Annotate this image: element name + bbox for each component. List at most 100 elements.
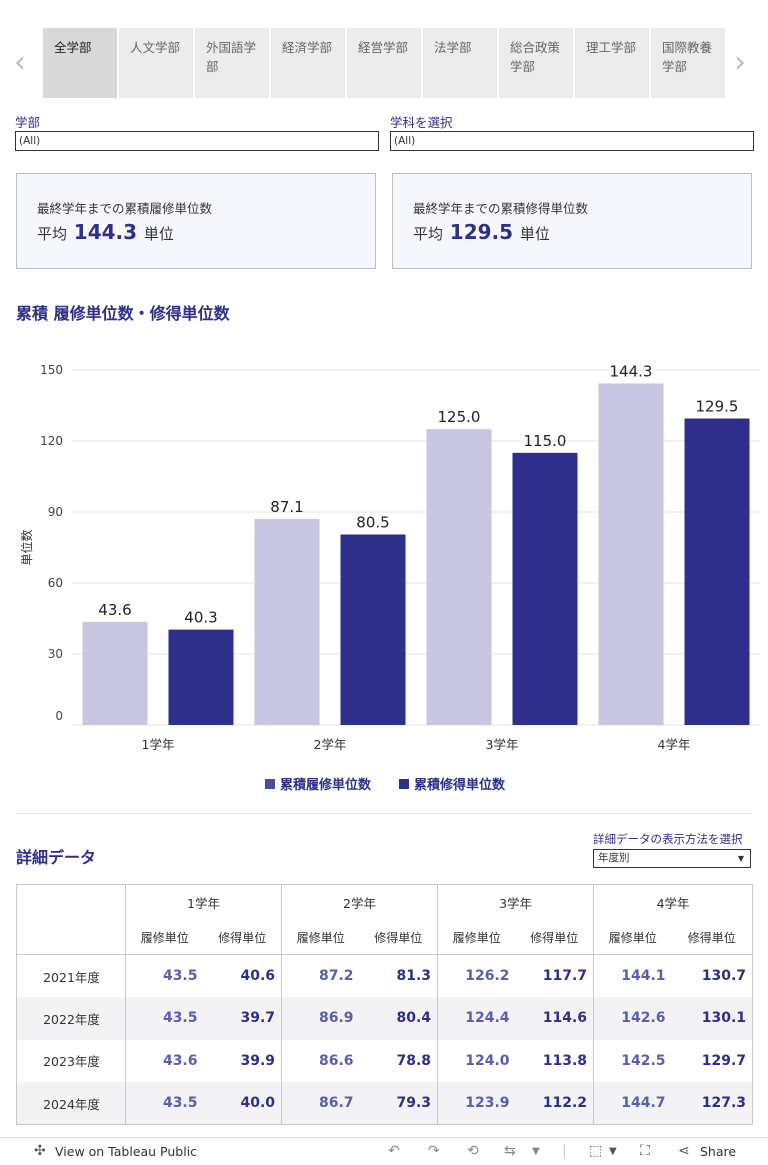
share-icon[interactable]: ⋖	[678, 1143, 690, 1159]
redo-icon[interactable]: ↷	[428, 1143, 440, 1159]
cell-value: 78.8	[396, 1052, 432, 1069]
view-mode-select[interactable]: 年度別 ▼	[593, 849, 751, 868]
chevron-right-icon[interactable]: ›	[734, 45, 746, 80]
tab-business[interactable]: 経営学部	[347, 28, 421, 98]
tab-foreign-languages[interactable]: 外国語学部	[195, 28, 269, 98]
bar-chart: 0 30 60 90 120 150 単位数 43.6 40.3 1学年 87.1 80.5 2学年 12…	[19, 362, 760, 752]
view-on-tableau-link[interactable]: View on Tableau Public	[55, 1144, 198, 1159]
chevron-down-icon[interactable]: ▼	[609, 1146, 617, 1157]
faculty-filter-label: 学部	[15, 115, 41, 130]
kpi-value-line: 平均 129.5 単位	[413, 220, 550, 244]
cell-value: 144.7	[593, 1082, 672, 1125]
section-divider	[16, 813, 752, 814]
cell-value: 86.9	[281, 997, 360, 1040]
cell-value: 39.7	[203, 997, 282, 1040]
bar	[512, 452, 578, 725]
kpi-card-earned: 最終学年までの累積修得単位数 平均 129.5 単位	[392, 173, 752, 269]
tableau-toolbar: ✣ View on Tableau Public ↶ ↷ ⟲ ⇆ ▼ | ⬚ ▼…	[0, 1137, 768, 1165]
bar	[254, 518, 320, 725]
table-row: 2024年度 43.5 40.0 86.7 79.3 123.9 112.2 1…	[16, 1082, 753, 1125]
bar	[168, 629, 234, 725]
cell-value: 43.5	[125, 1082, 204, 1125]
cell-value: 113.8	[542, 1052, 588, 1069]
y-axis-title: 単位数	[19, 529, 34, 565]
x-tick-label: 3学年	[486, 737, 519, 752]
cell-value: 112.2	[515, 1082, 594, 1125]
cell-value: 124.4	[437, 997, 516, 1040]
x-tick-label: 1学年	[142, 737, 175, 752]
kpi-unit: 単位	[519, 225, 550, 243]
kpi-value-line: 平均 144.3 単位	[37, 220, 174, 244]
view-mode-label: 詳細データの表示方法を選択	[593, 832, 743, 846]
subheader-earned: 修得単位	[218, 930, 267, 945]
table-row: 2021年度 43.5 40.6 87.2 81.3 126.2 117.7 1…	[16, 954, 753, 997]
cell-value: 130.1	[671, 997, 753, 1040]
bar-value-label: 87.1	[270, 498, 303, 516]
tableau-logo-icon: ✣	[34, 1143, 46, 1159]
bar-value-label: 129.5	[696, 398, 739, 416]
cell-value: 40.0	[203, 1082, 282, 1125]
kpi-card-registered: 最終学年までの累積履修単位数 平均 144.3 単位	[16, 173, 376, 269]
cell-value: 39.9	[240, 1052, 276, 1069]
cell-value: 124.0	[437, 1039, 516, 1082]
legend-swatch	[265, 779, 275, 789]
department-filter-label: 学科を選択	[390, 115, 453, 130]
kpi-unit: 単位	[143, 225, 174, 243]
legend-item-earned[interactable]: 累積修得単位数	[399, 774, 505, 793]
cell-value: 142.5	[593, 1039, 672, 1082]
revert-icon[interactable]: ⟲	[467, 1143, 479, 1159]
cell-value: 142.6	[593, 997, 672, 1040]
subheader-registered: 履修単位	[437, 920, 516, 955]
year-header-blank	[17, 885, 126, 921]
subheader-earned: 修得単位	[530, 930, 579, 945]
table-row: 2022年度 43.5 39.7 86.9 80.4 124.4 114.6 1…	[16, 997, 753, 1040]
refresh-icon[interactable]: ⇆	[504, 1143, 516, 1159]
subheader-earned: 修得単位	[374, 930, 423, 945]
bar	[82, 621, 148, 725]
subheader-blank	[17, 921, 126, 955]
chevron-left-icon[interactable]: ‹	[14, 45, 26, 80]
faculty-filter-select[interactable]: (All)	[15, 131, 379, 151]
cell-value: 86.7	[281, 1082, 360, 1125]
cell-value: 43.6	[125, 1039, 204, 1082]
tab-science-engineering[interactable]: 理工学部	[575, 28, 649, 98]
bar	[684, 418, 750, 725]
chevron-down-icon[interactable]: ▼	[532, 1146, 540, 1157]
kpi-prefix: 平均	[37, 225, 68, 243]
kpi-value: 129.5	[449, 220, 514, 244]
bar-value-label: 125.0	[438, 408, 481, 426]
row-year: 2023年度	[16, 1039, 126, 1082]
cell-value: 130.7	[701, 968, 747, 984]
fullscreen-icon[interactable]: ⛶	[640, 1143, 650, 1159]
subheader-earned: 修得単位	[687, 930, 736, 945]
tab-liberal-arts[interactable]: 国際教養学部	[651, 28, 725, 98]
download-icon[interactable]: ⬚	[589, 1143, 603, 1159]
bar-value-label: 43.6	[98, 601, 131, 619]
bar-value-label: 115.0	[524, 432, 567, 450]
bar-value-label: 80.5	[356, 513, 389, 531]
row-year: 2024年度	[16, 1082, 126, 1125]
x-tick-label: 4学年	[658, 737, 691, 752]
legend-item-registered[interactable]: 累積履修単位数	[265, 774, 371, 793]
view-mode-value: 年度別	[598, 852, 630, 864]
cell-value: 127.3	[671, 1082, 753, 1125]
subheader-registered: 履修単位	[125, 920, 204, 955]
share-button[interactable]: Share	[700, 1144, 737, 1159]
table-row: 2023年度 43.6 39.9 86.6 78.8 124.0 113.8 1…	[16, 1039, 753, 1082]
undo-icon[interactable]: ↶	[388, 1143, 400, 1159]
cell-value: 129.7	[701, 1052, 747, 1069]
bar-value-label: 40.3	[184, 609, 217, 627]
bar	[598, 383, 664, 725]
cell-value: 86.6	[281, 1039, 360, 1082]
tab-all[interactable]: 全学部	[43, 28, 117, 98]
tab-economics[interactable]: 経済学部	[271, 28, 345, 98]
y-tick-label: 30	[48, 647, 63, 661]
row-year: 2021年度	[16, 954, 126, 997]
legend-swatch	[399, 779, 409, 789]
y-tick-label: 150	[40, 363, 63, 377]
grade-header: 4学年	[593, 884, 753, 921]
tab-law[interactable]: 法学部	[423, 28, 497, 98]
tab-policy[interactable]: 総合政策学部	[499, 28, 573, 98]
tab-humanities[interactable]: 人文学部	[119, 28, 193, 98]
department-filter-select[interactable]: (All)	[390, 131, 754, 151]
